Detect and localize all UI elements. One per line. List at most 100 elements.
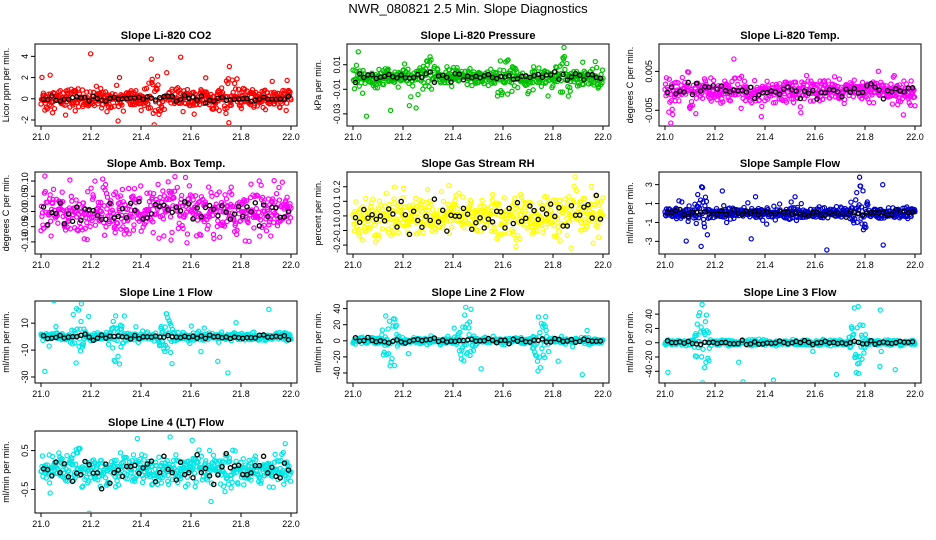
data-points bbox=[662, 56, 918, 125]
data-point bbox=[772, 99, 779, 106]
mean-point bbox=[103, 98, 109, 104]
y-tick-label: 0.10 bbox=[20, 172, 30, 190]
data-point bbox=[445, 79, 451, 86]
y-tick-label: -0.2 bbox=[332, 237, 342, 253]
data-point bbox=[186, 183, 193, 189]
data-point bbox=[595, 220, 601, 226]
data-point bbox=[211, 105, 217, 112]
data-point bbox=[394, 202, 401, 209]
chart-title: Slope Amb. Box Temp. bbox=[107, 158, 226, 170]
data-point bbox=[253, 205, 260, 212]
mean-point bbox=[361, 74, 367, 81]
data-point bbox=[399, 212, 406, 218]
data-point bbox=[525, 211, 531, 217]
mean-point bbox=[256, 223, 263, 229]
data-point bbox=[856, 174, 863, 180]
mean-point bbox=[115, 333, 121, 339]
data-points bbox=[350, 304, 606, 387]
mean-point bbox=[365, 334, 371, 341]
data-point bbox=[699, 302, 705, 308]
plot-frame bbox=[34, 171, 298, 255]
mean-point bbox=[260, 202, 267, 208]
data-point bbox=[444, 383, 448, 387]
data-point bbox=[703, 312, 710, 318]
data-point bbox=[703, 198, 710, 205]
mean-point bbox=[190, 216, 196, 222]
data-point bbox=[143, 85, 150, 92]
data-point bbox=[561, 205, 567, 211]
data-point bbox=[353, 199, 359, 205]
x-tick-label: 21.8 bbox=[544, 132, 562, 142]
data-point bbox=[434, 212, 440, 218]
data-point bbox=[101, 232, 108, 238]
data-point bbox=[47, 192, 53, 198]
data-point bbox=[180, 225, 186, 232]
data-point bbox=[126, 231, 132, 237]
data-point bbox=[156, 235, 162, 241]
data-point bbox=[188, 323, 194, 329]
mean-point bbox=[365, 215, 371, 221]
data-point bbox=[192, 193, 199, 199]
mean-point bbox=[535, 216, 541, 223]
mean-point bbox=[103, 216, 109, 223]
data-point bbox=[875, 68, 882, 75]
mean-point bbox=[136, 335, 142, 342]
y-tick-label: 0.2 bbox=[332, 180, 342, 193]
data-point bbox=[125, 185, 132, 192]
data-point bbox=[555, 358, 561, 364]
data-point bbox=[535, 314, 542, 320]
data-point bbox=[395, 229, 401, 236]
data-point bbox=[271, 178, 277, 184]
plot-frame bbox=[34, 43, 298, 127]
mean-point bbox=[539, 206, 546, 212]
data-point bbox=[860, 188, 866, 194]
mean-point bbox=[264, 213, 271, 220]
mean-point bbox=[260, 332, 267, 338]
data-point bbox=[415, 91, 421, 98]
mean-point bbox=[148, 211, 155, 217]
data-point bbox=[469, 223, 476, 230]
data-point bbox=[153, 211, 160, 217]
mean-point bbox=[394, 75, 400, 81]
data-point bbox=[113, 226, 119, 232]
data-point bbox=[567, 88, 573, 94]
data-point bbox=[259, 194, 266, 201]
data-point bbox=[245, 219, 251, 226]
mean-point bbox=[69, 218, 76, 225]
data-point bbox=[151, 190, 157, 197]
data-point bbox=[693, 95, 700, 101]
data-point bbox=[102, 181, 109, 188]
data-point bbox=[113, 326, 120, 332]
data-point bbox=[55, 220, 61, 226]
data-point bbox=[385, 326, 391, 332]
data-point bbox=[578, 220, 585, 226]
data-point bbox=[542, 194, 548, 200]
data-point bbox=[171, 195, 177, 201]
data-point bbox=[450, 201, 456, 208]
mean-point bbox=[285, 208, 292, 215]
data-point bbox=[538, 83, 545, 90]
mean-point bbox=[427, 69, 433, 75]
data-point bbox=[464, 81, 470, 88]
data-point bbox=[526, 88, 532, 95]
data-point bbox=[272, 199, 278, 205]
data-point bbox=[364, 225, 370, 231]
mean-point bbox=[231, 211, 238, 217]
mean-point bbox=[415, 217, 421, 224]
chart-title: Slope Sample Flow bbox=[740, 158, 841, 170]
data-point bbox=[160, 188, 166, 194]
mean-point bbox=[281, 96, 288, 103]
data-point bbox=[466, 331, 472, 338]
data-point bbox=[752, 194, 759, 200]
data-point bbox=[534, 228, 540, 234]
x-tick-label: 21.2 bbox=[394, 260, 412, 270]
mean-point bbox=[410, 74, 417, 81]
data-point bbox=[129, 214, 135, 220]
data-point bbox=[133, 87, 139, 94]
data-point bbox=[159, 339, 166, 345]
data-point bbox=[406, 80, 412, 87]
y-tick-label: 0 bbox=[644, 340, 654, 345]
mean-point bbox=[498, 208, 504, 215]
data-point bbox=[545, 348, 552, 355]
y-tick-label: 40 bbox=[644, 309, 654, 319]
